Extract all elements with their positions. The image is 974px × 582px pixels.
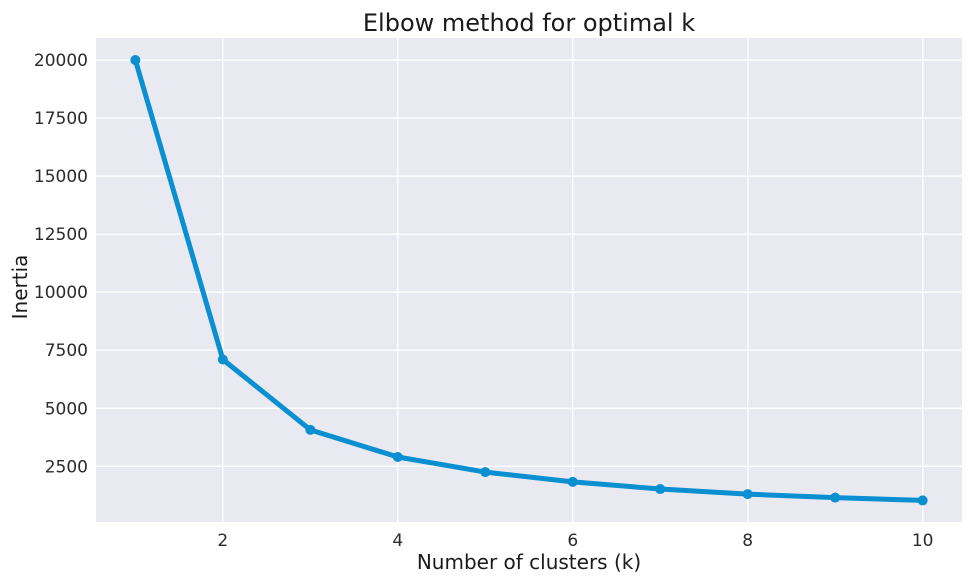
x-tick-label: 4 [392, 531, 403, 551]
data-point [305, 424, 316, 435]
data-point [480, 467, 491, 478]
x-tick-label: 6 [567, 531, 578, 551]
grid-layer [96, 38, 962, 522]
data-point [830, 492, 841, 503]
data-point [130, 55, 141, 66]
y-tick-label: 2500 [45, 457, 88, 477]
y-axis-label: Inertia [8, 255, 32, 320]
series-layer [130, 55, 928, 506]
data-point [917, 495, 928, 506]
data-point [392, 452, 403, 463]
chart-title: Elbow method for optimal k [363, 9, 695, 37]
tick-layer: 2 4 6 8 10 2500 5000 7500 10000 12500 15000 17500 20… [34, 51, 934, 551]
y-tick-label: 12500 [34, 225, 88, 245]
y-tick-label: 20000 [34, 51, 88, 71]
data-point [655, 484, 666, 495]
x-tick-label: 10 [912, 531, 934, 551]
x-axis-label: Number of clusters (k) [417, 550, 641, 574]
y-tick-label: 17500 [34, 109, 88, 129]
series-line [132, 57, 926, 503]
data-point [742, 489, 753, 500]
y-tick-label: 10000 [34, 283, 88, 303]
data-point [217, 354, 228, 365]
y-tick-label: 15000 [34, 167, 88, 187]
x-tick-label: 2 [217, 531, 228, 551]
y-tick-label: 5000 [45, 399, 88, 419]
plot-area [96, 38, 962, 522]
y-tick-label: 7500 [45, 341, 88, 361]
data-point [567, 476, 578, 487]
x-tick-label: 8 [742, 531, 753, 551]
